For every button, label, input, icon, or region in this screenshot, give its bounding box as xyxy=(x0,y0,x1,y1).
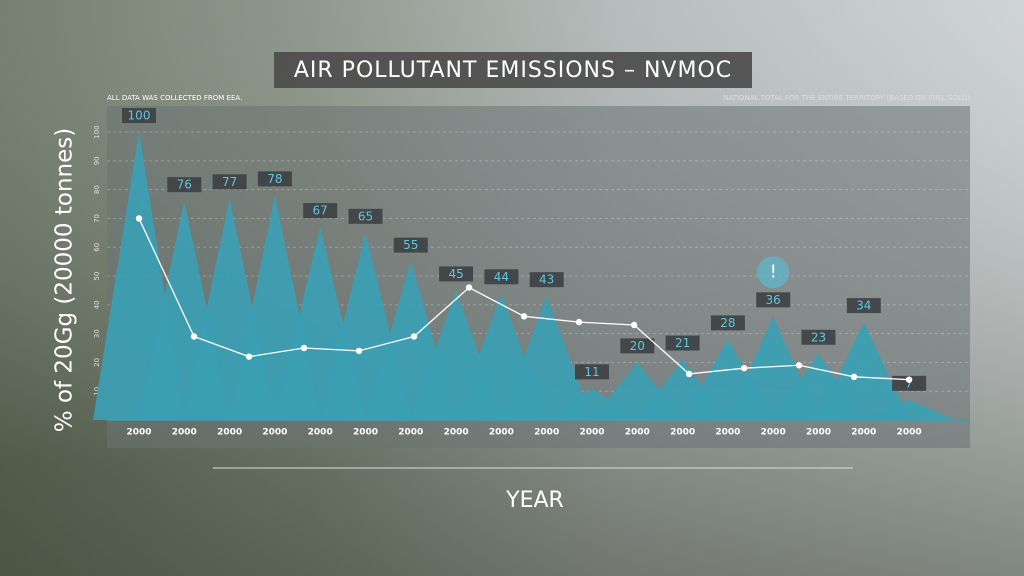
value-label-box xyxy=(575,364,609,380)
title-box xyxy=(274,52,752,88)
value-label-box xyxy=(393,237,428,253)
line-point xyxy=(355,347,363,355)
peak xyxy=(863,399,956,420)
value-label: 36 xyxy=(766,293,781,307)
value-label-box xyxy=(710,315,745,331)
value-label: 78 xyxy=(267,172,282,186)
annotation: ! xyxy=(770,261,777,282)
value-label: 67 xyxy=(313,204,328,218)
y-tick-label: 80 xyxy=(93,185,101,194)
chart-title: AIR POLLUTANT EMISSIONS – NVMOC xyxy=(294,58,732,83)
x-tick-label: 2000 xyxy=(806,428,831,438)
value-label: 28 xyxy=(720,316,735,330)
line-point xyxy=(905,376,913,383)
y-tick-label: 10 xyxy=(93,387,101,396)
x-tick-label: 2000 xyxy=(579,428,604,438)
value-label: 100 xyxy=(128,109,151,123)
value-label-box xyxy=(348,208,383,224)
x-tick-label: 2000 xyxy=(761,428,786,438)
x-axis-label: YEAR xyxy=(505,488,564,513)
y-tick-label: 70 xyxy=(93,214,101,223)
line-point xyxy=(520,313,528,320)
y-tick-label: 60 xyxy=(93,243,101,252)
value-label-box xyxy=(167,177,202,193)
line-point xyxy=(850,373,858,381)
value-label: 43 xyxy=(539,273,554,287)
x-tick-label: 2000 xyxy=(308,428,333,438)
note: ALL DATA WAS COLLECTED FROM EEA. xyxy=(107,94,242,102)
line-point xyxy=(740,364,748,372)
value-label: 45 xyxy=(448,267,463,281)
value-label-box xyxy=(212,174,247,190)
value-label: 7 xyxy=(905,376,913,390)
line-point xyxy=(135,215,143,222)
value-label-box xyxy=(620,338,655,354)
y-tick-label: 50 xyxy=(93,272,101,281)
line-point xyxy=(245,353,253,360)
value-label-box xyxy=(257,171,292,187)
y-axis-label: % of 20Gg (20000 tonnes) xyxy=(52,128,78,432)
y-tick-label: 100 xyxy=(93,125,101,138)
y-tick-label: 30 xyxy=(93,329,101,338)
value-label-box xyxy=(801,329,836,345)
line-point xyxy=(465,284,473,291)
line-point xyxy=(575,318,583,326)
peak xyxy=(817,322,910,420)
value-label-box xyxy=(665,335,700,351)
annotation-circle xyxy=(757,256,790,289)
value-label: 20 xyxy=(630,339,645,353)
value-label: 23 xyxy=(811,330,826,344)
value-label-box xyxy=(529,272,564,288)
value-label: 34 xyxy=(856,299,871,313)
value-label-box xyxy=(439,266,474,282)
line-point xyxy=(300,344,308,352)
value-label-box xyxy=(846,298,881,314)
line-point xyxy=(685,370,693,378)
x-tick-label: 2000 xyxy=(534,428,559,438)
x-tick-label: 2000 xyxy=(126,428,151,438)
peak xyxy=(500,296,593,420)
y-tick-label: 40 xyxy=(93,300,101,309)
x-tick-label: 2000 xyxy=(353,428,378,438)
value-label-box xyxy=(303,203,338,219)
line-point xyxy=(410,333,418,340)
x-tick-label: 2000 xyxy=(625,428,650,438)
x-tick-label: 2000 xyxy=(172,428,197,438)
x-tick-label: 2000 xyxy=(715,428,740,438)
value-label: 21 xyxy=(675,336,690,350)
x-tick-label: 2000 xyxy=(217,428,242,438)
x-tick-label: 2000 xyxy=(398,428,423,438)
value-label: 65 xyxy=(358,209,373,223)
x-tick-label: 2000 xyxy=(851,428,876,438)
value-label: 44 xyxy=(494,270,509,284)
line-point xyxy=(795,362,803,369)
value-label-box xyxy=(122,108,156,124)
y-tick-label: 90 xyxy=(93,156,101,165)
value-label-box xyxy=(756,292,791,308)
x-tick-label: 2000 xyxy=(262,428,287,438)
value-label: 55 xyxy=(403,238,418,252)
value-label: 77 xyxy=(222,175,237,189)
x-tick-label: 2000 xyxy=(670,428,695,438)
y-tick-label: 20 xyxy=(93,358,101,367)
x-tick-label: 2000 xyxy=(489,428,514,438)
x-tick-label: 2000 xyxy=(897,428,922,438)
note: NATIONAL TOTAL FOR THE ENTIRE TERRITORY … xyxy=(723,94,970,102)
value-label-box xyxy=(484,269,519,285)
x-tick-label: 2000 xyxy=(444,428,469,438)
line-point xyxy=(190,333,198,340)
value-label: 11 xyxy=(584,365,599,379)
value-label: 76 xyxy=(177,178,192,192)
line-point xyxy=(630,321,638,329)
